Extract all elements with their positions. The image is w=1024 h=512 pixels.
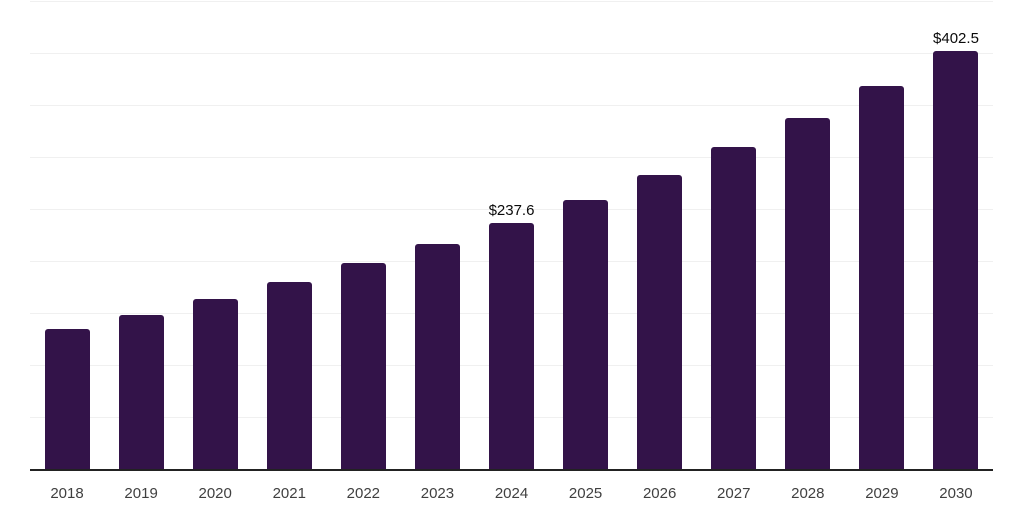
x-tick-label: 2024 <box>494 485 529 502</box>
bar-slot <box>845 0 919 470</box>
bar-slot: $402.5 <box>919 0 993 470</box>
bar-2020 <box>192 298 238 470</box>
bar-2023 <box>414 244 460 470</box>
x-tick-label: 2022 <box>346 485 381 502</box>
gridline <box>30 1 993 2</box>
bar-2022 <box>340 263 386 470</box>
bar-slot <box>400 0 474 470</box>
x-tick-label: 2019 <box>124 485 158 502</box>
bar-slot <box>623 0 697 470</box>
x-tick-label: 2028 <box>791 485 825 502</box>
x-tick-label: 2020 <box>198 485 232 502</box>
bar-2030 <box>933 51 979 470</box>
bar-2027 <box>711 147 757 470</box>
bar-2028 <box>785 118 831 470</box>
bar-2029 <box>859 85 905 470</box>
plot-area: $237.6 $402.5 <box>30 0 993 470</box>
bars-row: $237.6 $402.5 <box>30 0 993 470</box>
bar-2024 <box>489 222 534 470</box>
bar-slot <box>30 0 104 470</box>
bar-slot <box>697 0 771 470</box>
bar-value-label: $402.5 <box>933 30 979 48</box>
bar-2019 <box>118 315 164 470</box>
x-tick-label: 2030 <box>939 485 973 502</box>
bar-slot: $237.6 <box>474 0 548 470</box>
bar-2025 <box>563 199 609 470</box>
gridline <box>30 157 993 158</box>
x-tick-label: 2021 <box>272 485 306 502</box>
bar-value-label: $237.6 <box>488 201 535 219</box>
x-tick-label: 2029 <box>865 485 899 502</box>
gridline <box>30 53 993 54</box>
x-axis-labels: 2018 2019 2020 2021 2022 2023 2024 2025 2026 2027… <box>30 470 993 502</box>
x-axis-line <box>30 469 993 471</box>
x-tick-label: 2025 <box>568 485 603 502</box>
bar-slot <box>104 0 178 470</box>
bar-slot <box>252 0 326 470</box>
bar-slot <box>549 0 623 470</box>
bar-2026 <box>637 175 683 470</box>
bar-2018 <box>44 329 90 470</box>
bar-slot <box>771 0 845 470</box>
bar-2021 <box>266 282 312 470</box>
x-tick-label: 2023 <box>420 485 455 502</box>
gridline <box>30 105 993 106</box>
gridline <box>30 209 993 210</box>
bar-slot <box>326 0 400 470</box>
x-tick-label: 2018 <box>50 485 84 502</box>
bar-slot <box>178 0 252 470</box>
x-tick-label: 2027 <box>717 485 751 502</box>
x-tick-label: 2026 <box>642 485 677 502</box>
